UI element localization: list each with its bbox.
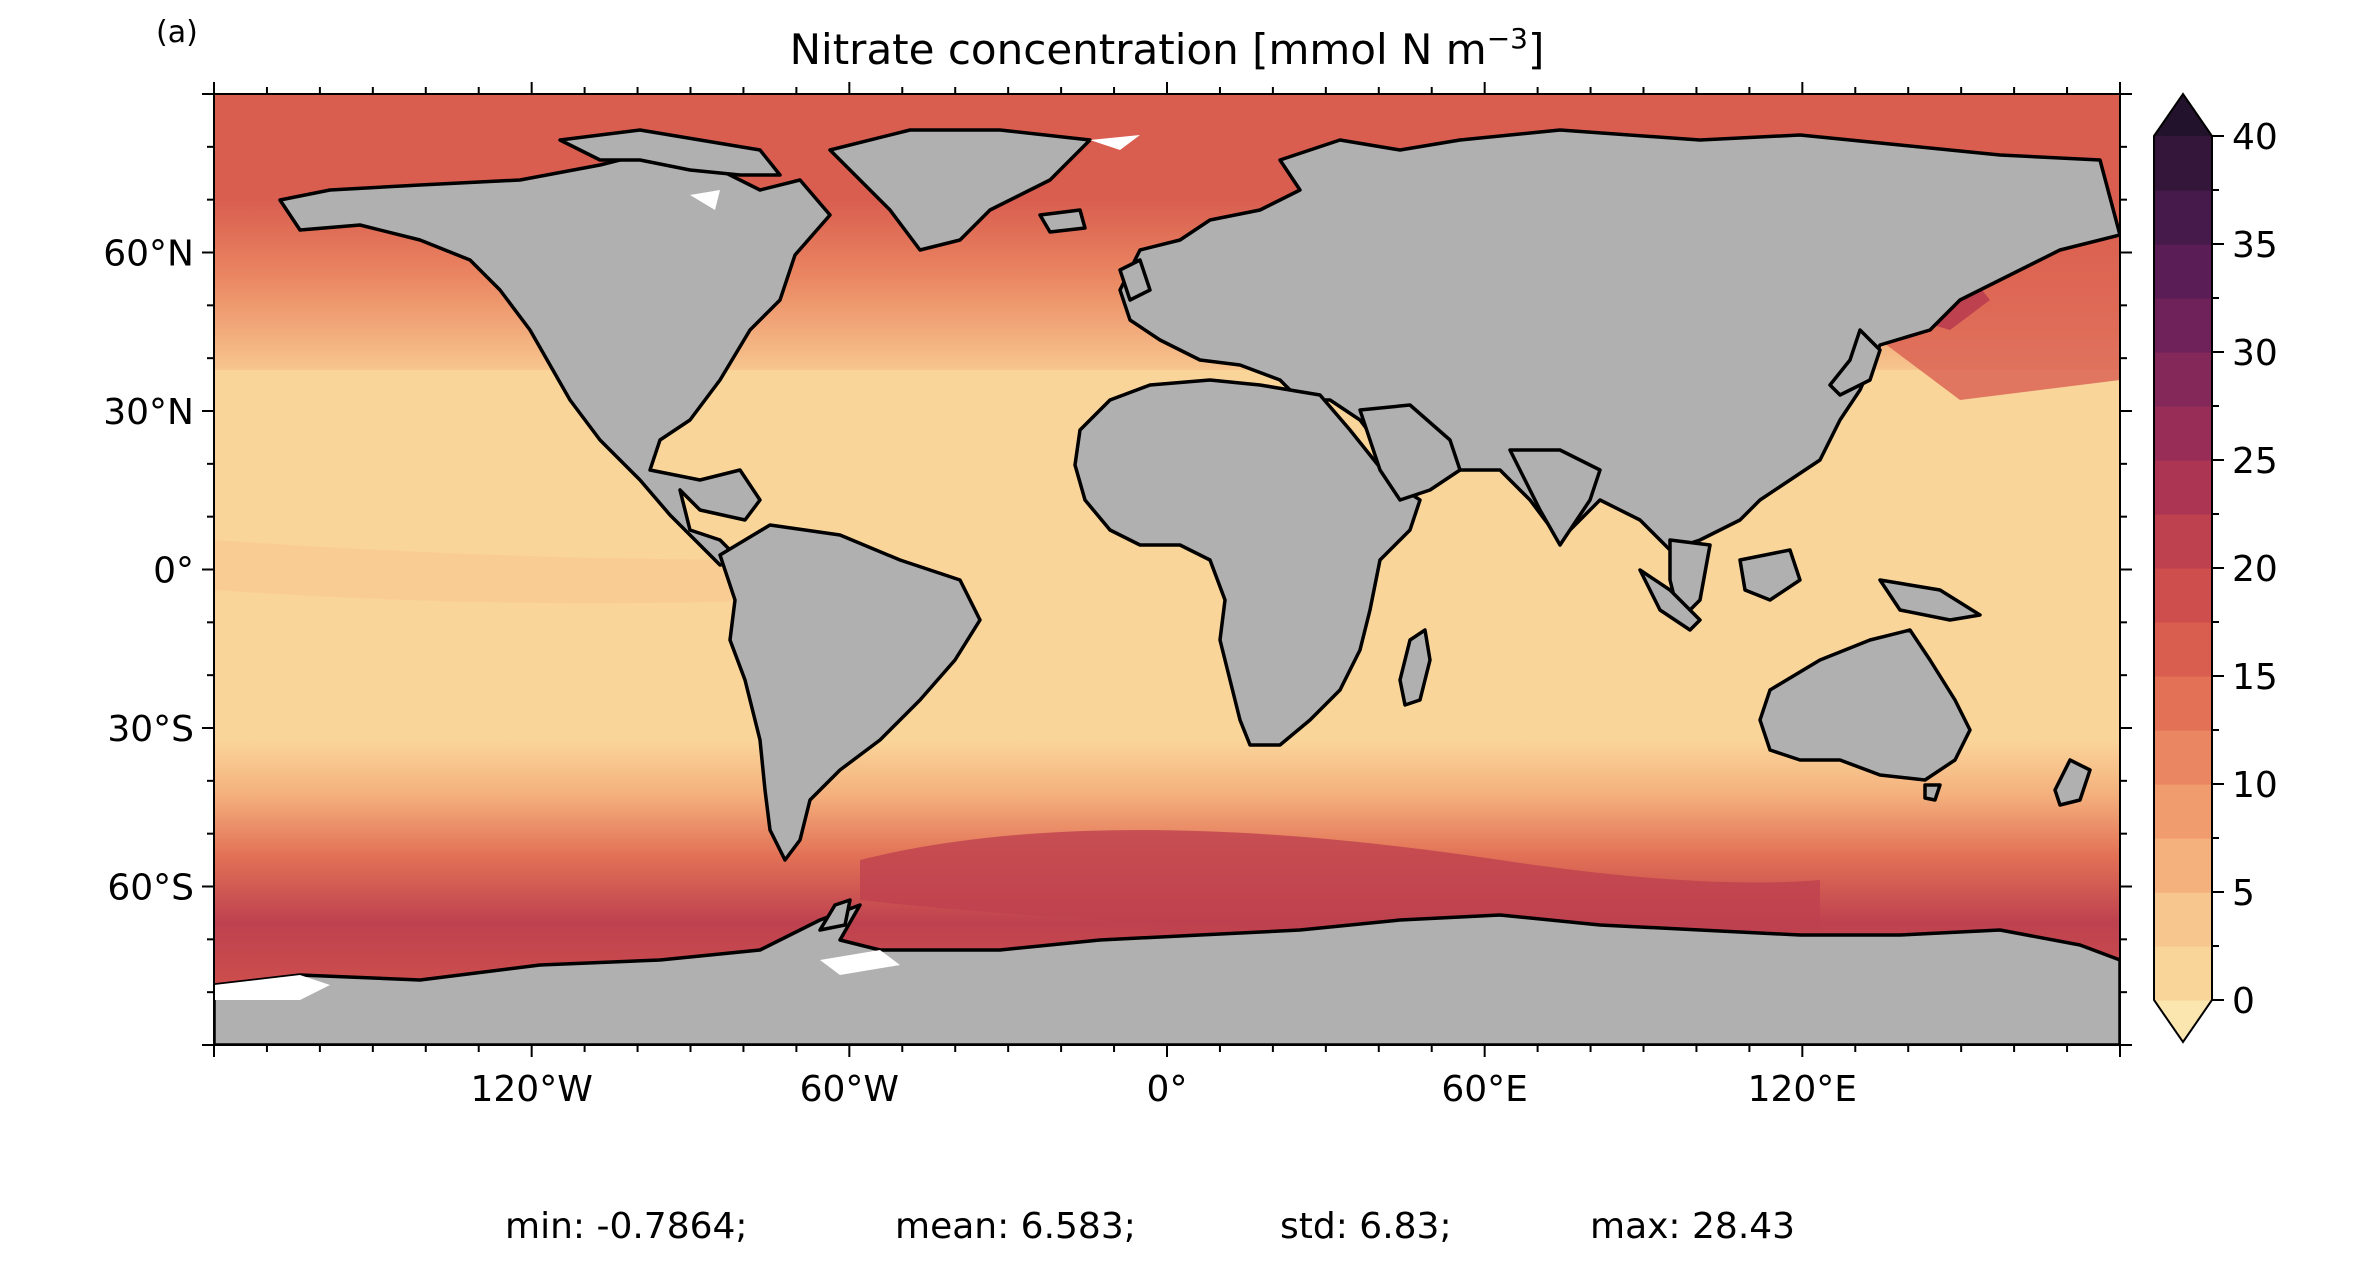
lat-tick-label: 30°N — [103, 392, 194, 433]
colorbar-level — [2154, 568, 2212, 623]
uk-ireland — [1118, 258, 1152, 302]
lon-tick-label: 120°W — [471, 1069, 593, 1110]
map-ticks — [202, 82, 2132, 1057]
lat-tick-label: 60°S — [107, 868, 194, 909]
japan — [1828, 328, 1882, 397]
panel-label: (a) — [156, 15, 198, 50]
south-america — [718, 523, 982, 862]
antarctic-peninsula — [818, 898, 852, 932]
europe-asia — [1118, 128, 2120, 552]
arctic-gap — [1090, 135, 1140, 150]
colorbar-level — [2154, 190, 2212, 245]
colorbar-level — [2154, 892, 2212, 947]
map-title: Nitrate concentration [mmol N m−3] — [790, 22, 1545, 74]
colorbar-tick-label: 35 — [2232, 225, 2278, 266]
antarctic-circumpolar-high — [860, 830, 1820, 934]
colorbar-over-extension — [2154, 94, 2212, 136]
madagascar — [1398, 628, 1432, 707]
lon-tick-label: 60°W — [800, 1069, 899, 1110]
longitude-labels: 120°W 60°W 0° 60°E 120°E — [471, 1069, 1858, 1110]
lat-tick-label: 0° — [153, 551, 194, 592]
colorbar-level — [2154, 244, 2212, 299]
colorbar-level — [2154, 406, 2212, 461]
stat-mean: mean: 6.583; — [895, 1206, 1136, 1247]
colorbar-level — [2154, 460, 2212, 515]
arctic-islands — [558, 128, 782, 177]
north-america — [278, 148, 832, 567]
land-layer — [214, 128, 2120, 1045]
colorbar-level — [2154, 676, 2212, 731]
lon-tick-label: 0° — [1147, 1069, 1188, 1110]
colorbar-level — [2154, 298, 2212, 353]
colorbar-tick-label: 30 — [2232, 333, 2278, 374]
colorbar-tick-label: 40 — [2232, 117, 2278, 158]
colorbar-tick-label: 25 — [2232, 441, 2278, 482]
iceland — [1038, 208, 1087, 234]
equatorial-pacific-upwelling — [214, 540, 780, 604]
australia — [1758, 628, 1972, 782]
stat-max: max: 28.43 — [1590, 1206, 1795, 1247]
colorbar-level — [2154, 514, 2212, 569]
colorbar-level — [2154, 136, 2212, 191]
weddell-gap — [820, 950, 900, 975]
colorbar-under-extension — [2154, 1000, 2212, 1042]
colorbar-tick-label: 20 — [2232, 549, 2278, 590]
africa — [1073, 378, 1422, 747]
colorbar-level — [2154, 730, 2212, 785]
arabia — [1358, 403, 1462, 502]
colorbar-tick-label: 10 — [2232, 765, 2278, 806]
lon-tick-label: 120°E — [1748, 1069, 1857, 1110]
map-title-close: ] — [1528, 25, 1544, 74]
colorbar-level — [2154, 946, 2212, 1001]
india — [1508, 448, 1602, 547]
missing-data-layer — [214, 135, 1140, 1000]
colorbar-level — [2154, 622, 2212, 677]
colorbar-tick-label: 5 — [2232, 873, 2255, 914]
colorbar-tick-label: 0 — [2232, 981, 2255, 1022]
sumatra — [1638, 568, 1702, 632]
lat-tick-label: 30°S — [107, 709, 194, 750]
new-zealand — [2053, 758, 2092, 807]
map-panel — [214, 94, 2120, 1045]
stat-min: min: -0.7864; — [505, 1206, 748, 1247]
greenland — [828, 128, 1092, 252]
colorbar-level — [2154, 784, 2212, 839]
lon-tick-label: 60°E — [1441, 1069, 1528, 1110]
latitude-labels: 60°N 30°N 0° 30°S 60°S — [103, 234, 194, 909]
stats-line: min: -0.7864; mean: 6.583; std: 6.83; ma… — [505, 1206, 1795, 1247]
lat-tick-label: 60°N — [103, 234, 194, 275]
colorbar: 0 5 10 15 20 25 30 35 40 — [2153, 92, 2278, 1044]
hudson-gap — [690, 190, 720, 210]
borneo — [1738, 548, 1802, 602]
colorbar-tick-label: 15 — [2232, 657, 2278, 698]
map-title-main: Nitrate concentration [mmol N m — [790, 25, 1487, 74]
new-guinea — [1878, 578, 1982, 622]
colorbar-level — [2154, 352, 2212, 407]
tasmania — [1923, 783, 1942, 802]
stat-std: std: 6.83; — [1280, 1206, 1452, 1247]
map-title-exponent: −3 — [1487, 22, 1528, 55]
antarctica — [214, 903, 2120, 1045]
ross-sea-gap — [214, 975, 330, 1000]
colorbar-level — [2154, 838, 2212, 893]
